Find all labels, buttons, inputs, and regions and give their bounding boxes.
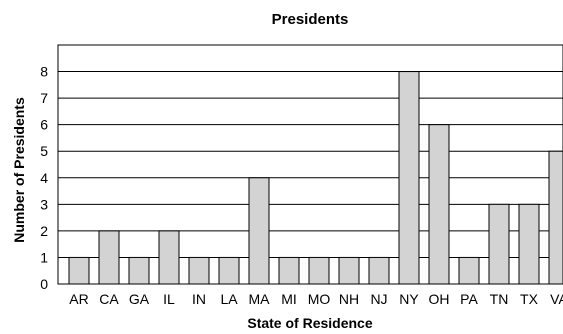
x-tick-label: IN bbox=[192, 291, 206, 307]
y-tick-label: 8 bbox=[40, 64, 48, 80]
bar-tx bbox=[518, 203, 540, 285]
y-tick-labels: 0 1 2 3 4 5 6 7 8 bbox=[40, 64, 48, 292]
y-axis-label: Number of Presidents bbox=[11, 97, 27, 243]
x-tick-label: CA bbox=[99, 291, 119, 307]
x-axis-label: State of Residence bbox=[247, 315, 372, 331]
bar-ma bbox=[248, 177, 270, 285]
x-tick-labels: AR CA GA IL IN LA MA MI MO NH NJ NY OH PA TN TX VA bbox=[69, 291, 563, 307]
y-tick-label: 5 bbox=[40, 143, 48, 159]
y-tick-label: 3 bbox=[40, 196, 48, 212]
chart-title: Presidents bbox=[272, 11, 349, 28]
y-tick-label: 1 bbox=[40, 249, 48, 265]
grid-lines bbox=[58, 71, 563, 258]
bar-va bbox=[548, 150, 563, 285]
bar-nj bbox=[368, 256, 390, 285]
bar-ca bbox=[98, 230, 120, 285]
x-tick-label: AR bbox=[69, 291, 88, 307]
x-tick-label: TX bbox=[520, 291, 539, 307]
x-tick-label: MO bbox=[308, 291, 331, 307]
bar-pa bbox=[458, 256, 480, 285]
bar-mi bbox=[278, 256, 300, 285]
x-tick-label: LA bbox=[220, 291, 238, 307]
bar-oh bbox=[428, 124, 450, 285]
y-tick-label: 4 bbox=[40, 170, 48, 186]
x-tick-label: VA bbox=[550, 291, 563, 307]
bar-in bbox=[188, 256, 210, 285]
y-tick-label: 7 bbox=[40, 90, 48, 106]
x-tick-label: MA bbox=[249, 291, 271, 307]
x-tick-label: GA bbox=[129, 291, 150, 307]
x-tick-label: IL bbox=[163, 291, 175, 307]
y-tick-label: 0 bbox=[40, 276, 48, 292]
plot-frame bbox=[57, 44, 563, 285]
x-tick-label: OH bbox=[429, 291, 450, 307]
bar-ar bbox=[68, 256, 90, 285]
x-tick-label: TN bbox=[490, 291, 509, 307]
bar-ga bbox=[128, 256, 150, 285]
bar-tn bbox=[488, 203, 510, 285]
bar-ny bbox=[398, 71, 420, 285]
bar-nh bbox=[338, 256, 360, 285]
bar-il bbox=[158, 230, 180, 285]
x-tick-label: MI bbox=[281, 291, 297, 307]
x-tick-label: NY bbox=[399, 291, 419, 307]
x-tick-label: NJ bbox=[370, 291, 387, 307]
x-tick-label: NH bbox=[339, 291, 359, 307]
bar-la bbox=[218, 256, 240, 285]
bar-mo bbox=[308, 256, 330, 285]
y-tick-label: 6 bbox=[40, 117, 48, 133]
y-tick-label: 2 bbox=[40, 223, 48, 239]
x-tick-label: PA bbox=[460, 291, 478, 307]
